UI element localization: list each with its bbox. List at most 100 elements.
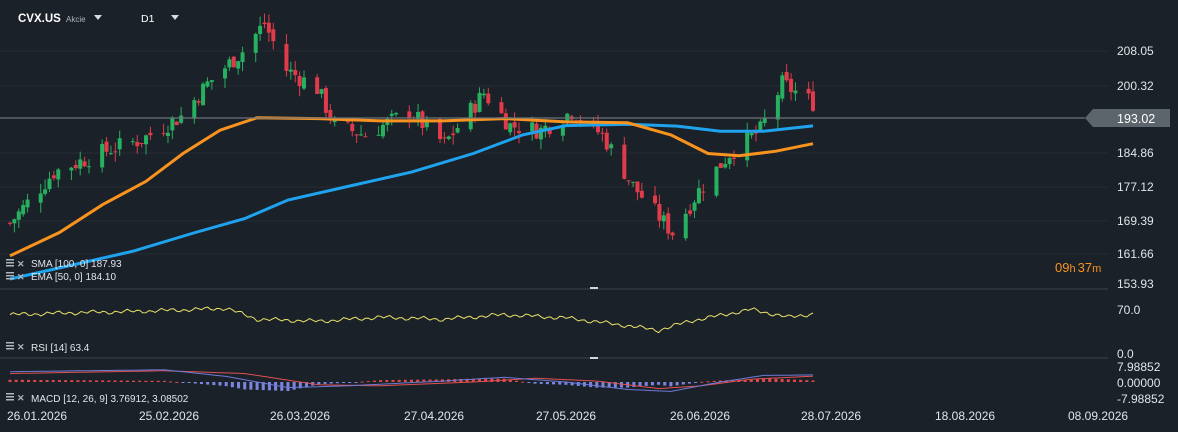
macd-histogram-bar <box>792 379 796 382</box>
price-tick: 169.39 <box>1117 214 1154 228</box>
macd-histogram-bar <box>669 382 673 387</box>
candle-body <box>47 178 52 190</box>
macd-histogram-bar <box>348 382 352 383</box>
macd-histogram-bar <box>76 380 80 382</box>
macd-histogram-bar <box>755 378 759 382</box>
macd-histogram-bar <box>243 382 247 390</box>
macd-histogram-bar <box>515 380 519 382</box>
macd-histogram-bar <box>706 381 710 383</box>
macd-histogram-bar <box>613 382 617 388</box>
candle-body <box>135 141 140 147</box>
macd-histogram-bar <box>539 382 543 384</box>
macd-histogram-bar <box>410 379 413 382</box>
macd-axis-zero: 0.00000 <box>1117 376 1161 390</box>
price-axis: 208.05 200.32 184.86 177.12 169.39 161.6… <box>1117 44 1154 291</box>
timeframe-dropdown-icon[interactable] <box>171 15 179 20</box>
macd-histogram-bar <box>27 379 31 382</box>
macd-histogram-bar <box>329 382 333 384</box>
candle-body <box>780 75 785 99</box>
candle-body <box>486 93 491 104</box>
candle-body <box>543 125 548 131</box>
macd-histogram-bar <box>181 382 185 383</box>
candle-body <box>288 69 293 72</box>
macd-histogram-bar <box>607 382 611 388</box>
candle-body <box>354 134 359 136</box>
macd-histogram-bar <box>193 382 197 384</box>
candle-body <box>227 59 232 68</box>
macd-axis-top: 7.98852 <box>1117 360 1161 374</box>
macd-histogram-bar <box>780 379 784 382</box>
macd-histogram-bar <box>811 380 815 382</box>
sma-100-line <box>9 122 814 281</box>
symbol-label[interactable]: CVX.US <box>18 13 61 25</box>
candle-body <box>100 143 105 168</box>
macd-legend-text: MACD [12, 26, 9] 3.76912, 3.08502 <box>31 394 189 405</box>
macd-histogram-bar <box>323 382 327 384</box>
candle-body <box>653 195 658 204</box>
macd-histogram-bar <box>218 382 222 386</box>
macd-legend[interactable]: ✕ MACD [12, 26, 9] 3.76912, 3.08502 <box>6 393 189 405</box>
ema-legend[interactable]: ✕ EMA [50, 0] 184.10 <box>6 272 116 283</box>
candle-body <box>376 134 381 136</box>
candle-body <box>508 123 513 133</box>
macd-histogram-bar <box>88 380 92 382</box>
date-axis: 26.01.2026 25.02.2026 26.03.2026 27.04.2… <box>7 409 1128 423</box>
sma-legend[interactable]: ✕ SMA [100, 0] 187.93 <box>6 259 122 270</box>
macd-axis-bottom: -7.98852 <box>1117 392 1165 406</box>
macd-histogram-bar <box>342 382 346 383</box>
candle-body <box>666 213 671 234</box>
candle-body <box>359 134 364 136</box>
rsi-legend[interactable]: ✕ RSI [14] 63.4 <box>6 342 90 354</box>
candle-body <box>635 181 640 193</box>
macd-histogram-bar <box>434 379 438 382</box>
macd-histogram-bar <box>638 382 642 387</box>
candle-body <box>758 121 763 131</box>
macd-histogram-bar <box>385 380 389 382</box>
symbol-dropdown-icon[interactable] <box>94 15 102 20</box>
candle-body <box>389 113 394 116</box>
macd-histogram-bar <box>644 382 648 386</box>
candle-body <box>297 75 302 87</box>
candle-body <box>683 213 688 239</box>
candle-body <box>174 121 179 126</box>
candle-body <box>82 161 87 167</box>
macd-histogram-bar <box>465 378 469 382</box>
macd-histogram-bar <box>422 379 426 382</box>
candle-body <box>51 175 56 179</box>
candle-body <box>205 81 210 87</box>
candle-body <box>179 115 184 123</box>
macd-histogram-bar <box>94 380 98 382</box>
macd-histogram-bar <box>595 382 599 388</box>
rsi-axis-0: 0.0 <box>1117 347 1134 361</box>
candle-body <box>108 153 113 155</box>
macd-histogram-bar <box>249 382 253 390</box>
candle-body <box>701 191 706 193</box>
macd-histogram-bar <box>33 379 37 382</box>
pane-resize-handle[interactable] <box>590 287 598 289</box>
candle-body <box>262 22 267 25</box>
candle-body <box>323 88 328 113</box>
candle-body <box>192 100 197 119</box>
macd-histogram-bar <box>292 382 296 390</box>
asset-type-label: Akcie <box>66 15 86 24</box>
close-icon: ✕ <box>17 259 25 269</box>
candle-body <box>451 133 456 136</box>
candle-body <box>315 77 320 94</box>
macd-histogram-bar <box>490 378 494 382</box>
timeframe-label[interactable]: D1 <box>141 13 155 25</box>
candle-body <box>639 190 644 198</box>
macd-histogram-bar <box>230 382 234 388</box>
macd-histogram-bar <box>428 379 432 382</box>
candle-body <box>407 111 412 119</box>
candle-body <box>692 202 697 211</box>
macd-histogram-bar <box>175 381 179 383</box>
macd-histogram-bar <box>82 380 86 382</box>
macd-histogram-bar <box>731 380 735 382</box>
candle-body <box>446 136 451 139</box>
candle-body <box>477 92 482 112</box>
macd-histogram-bar <box>459 378 463 382</box>
sma-legend-text: SMA [100, 0] 187.93 <box>31 259 122 270</box>
macd-histogram-bar <box>718 380 722 382</box>
pane-resize-handle[interactable] <box>590 357 598 359</box>
